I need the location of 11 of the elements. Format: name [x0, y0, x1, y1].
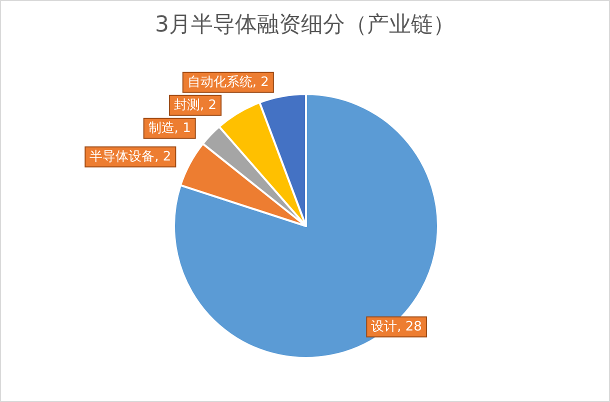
data-label: , 2: [154, 149, 172, 164]
data-label: , 1: [174, 120, 191, 136]
chart-title: 3月半导体融资细分（产业链）: [155, 12, 455, 38]
data-label: , 2: [252, 74, 269, 90]
slice-label: 封测: [174, 98, 200, 113]
slice-label: 设计: [371, 319, 398, 334]
slice-label: 半导体设备: [90, 149, 155, 164]
data-label: , 28: [397, 319, 422, 334]
slice-label: 自动化系统: [187, 74, 252, 90]
data-label: , 2: [200, 98, 217, 113]
slice-label: 制造: [148, 120, 174, 136]
